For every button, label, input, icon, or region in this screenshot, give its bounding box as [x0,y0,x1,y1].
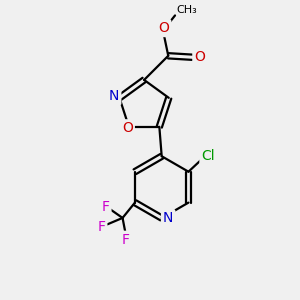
Text: O: O [122,121,133,135]
Text: F: F [122,233,130,247]
Text: F: F [101,200,110,214]
Text: F: F [98,220,105,234]
Text: O: O [194,50,205,64]
Text: N: N [163,211,173,225]
Text: Cl: Cl [201,149,215,164]
Text: CH₃: CH₃ [176,5,197,15]
Text: N: N [109,89,119,103]
Text: O: O [158,21,169,35]
